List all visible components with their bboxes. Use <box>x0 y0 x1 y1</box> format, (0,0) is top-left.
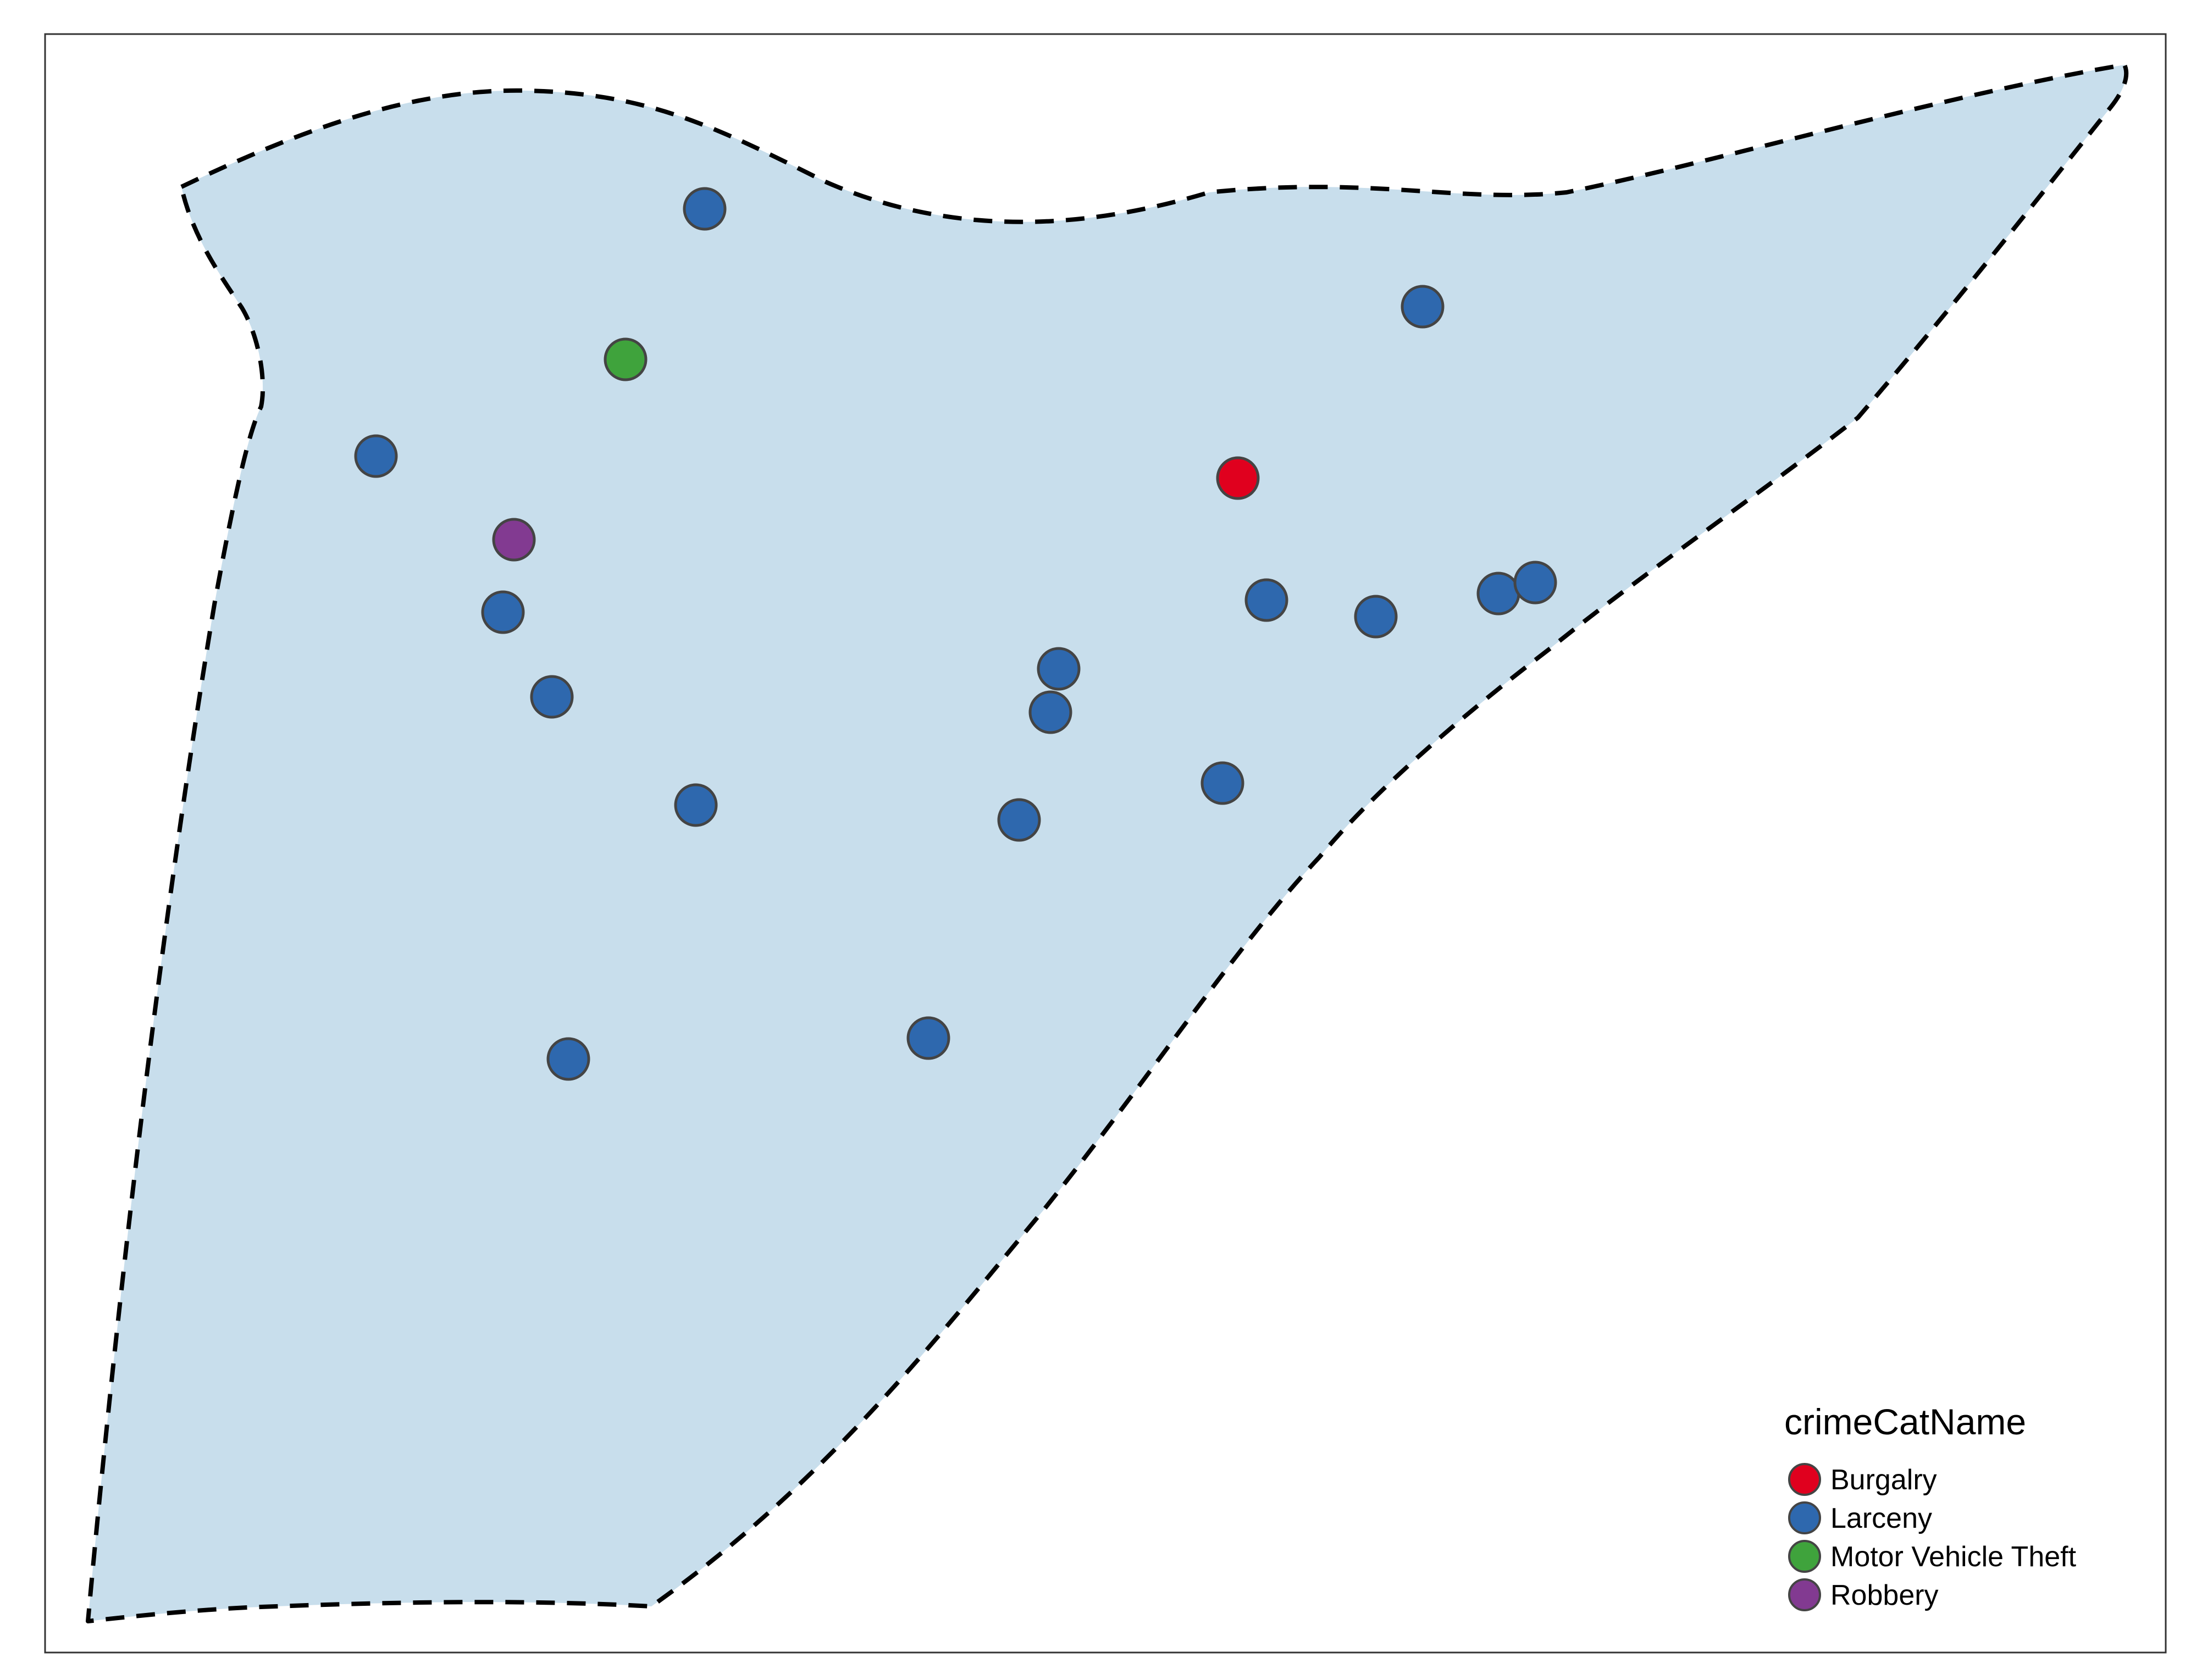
crime-point-larceny[interactable] <box>1476 572 1520 616</box>
crime-point-larceny[interactable] <box>354 434 398 478</box>
crime-point-larceny[interactable] <box>530 675 574 719</box>
legend-key-burgalry <box>1788 1463 1821 1496</box>
crime-point-larceny[interactable] <box>1513 561 1557 605</box>
crime-point-larceny[interactable] <box>1037 647 1081 691</box>
crime-point-larceny[interactable] <box>1244 578 1288 622</box>
crime-point-larceny[interactable] <box>906 1016 950 1060</box>
crime-point-larceny[interactable] <box>1028 690 1072 734</box>
crime-point-burgalry[interactable] <box>1216 456 1260 500</box>
crime-points <box>354 187 1557 1081</box>
crime-point-motor-vehicle-theft[interactable] <box>604 337 648 381</box>
crime-point-larceny[interactable] <box>1200 761 1244 805</box>
crime-point-larceny[interactable] <box>481 590 525 634</box>
crime-point-larceny[interactable] <box>683 187 727 231</box>
legend-label-burgalry: Burgalry <box>1830 1464 1937 1496</box>
crime-point-larceny[interactable] <box>546 1037 590 1081</box>
legend-label-larceny: Larceny <box>1830 1502 1932 1534</box>
map-frame <box>44 33 2167 1654</box>
crime-point-larceny[interactable] <box>997 798 1041 842</box>
area-boundary <box>86 63 2129 1623</box>
legend: crimeCatName Burgalry Larceny Motor Vehi… <box>1784 1401 2077 1611</box>
legend-key-motor-vehicle-theft <box>1788 1540 1821 1573</box>
legend-key-robbery <box>1788 1578 1821 1611</box>
legend-title: crimeCatName <box>1784 1401 2026 1442</box>
crime-point-robbery[interactable] <box>492 518 536 562</box>
crime-point-larceny[interactable] <box>1401 285 1445 329</box>
crime-point-larceny[interactable] <box>674 783 718 827</box>
legend-label-robbery: Robbery <box>1830 1579 1939 1611</box>
legend-label-motor-vehicle-theft: Motor Vehicle Theft <box>1830 1541 2077 1573</box>
crime-point-larceny[interactable] <box>1354 595 1398 639</box>
legend-key-larceny <box>1788 1501 1821 1534</box>
